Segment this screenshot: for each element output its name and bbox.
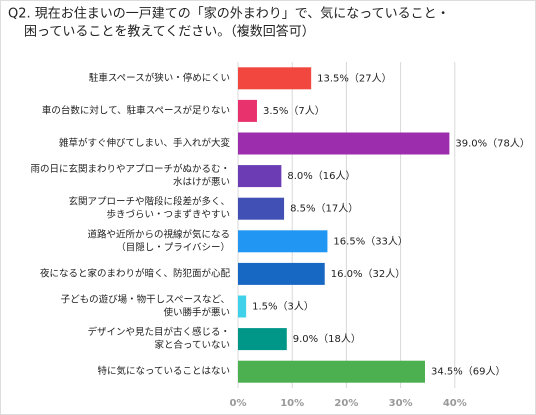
value-label: 16.0%（32人）: [331, 268, 406, 280]
category-label: 雑草がすぐ伸びてしまい、手入れが大変: [59, 137, 231, 149]
category-label: 雨の日に玄関まわりやアプローチがぬかるむ・: [30, 163, 230, 175]
category-label: 水はけが悪い: [173, 176, 230, 188]
category-label: 道路や近所からの視線が気になる: [87, 228, 230, 240]
value-label: 9.0%（18人）: [293, 333, 361, 345]
bar: [238, 132, 450, 155]
value-label: 13.5%（27人）: [317, 72, 392, 84]
category-label: 使い勝手が悪い: [163, 307, 230, 319]
bar: [238, 295, 247, 318]
bar: [238, 99, 257, 122]
x-tick-label: 30%: [389, 398, 413, 409]
category-label: 特に気になっていることはない: [97, 365, 230, 377]
category-label: 夜になると家のまわりが暗く、防犯面が心配: [40, 267, 231, 279]
x-tick-label: 20%: [334, 398, 358, 409]
category-label: 歩きづらい・つまずきやすい: [106, 209, 230, 221]
category-label: 駐車スペースが狭い・停めにくい: [89, 72, 230, 84]
bar: [238, 328, 287, 351]
bar: [238, 165, 282, 188]
category-label: 車の台数に対して、駐車スペースが足りない: [42, 104, 230, 116]
value-label: 34.5%（69人）: [431, 366, 506, 378]
bar: [238, 67, 312, 90]
bar: [238, 197, 285, 220]
category-label: 玄関アプローチや階段に段差が多く、: [68, 196, 230, 208]
value-label: 8.5%（17人）: [290, 203, 358, 215]
value-label: 3.5%（7人）: [263, 105, 325, 117]
bar: [238, 230, 328, 253]
bar: [238, 360, 425, 383]
category-label: 子どもの遊び場・物干しスペースなど、: [61, 294, 230, 306]
bar: [238, 262, 325, 285]
value-label: 1.5%（3人）: [252, 301, 314, 313]
category-label: （目隠し・プライバシー）: [116, 241, 230, 253]
value-label: 16.5%（33人）: [333, 235, 408, 247]
x-tick-label: 0%: [230, 398, 247, 409]
value-label: 8.0%（16人）: [287, 170, 355, 182]
category-label: デザインや見た目が古く感じる・: [87, 326, 230, 338]
chart-title: Q2. 現在お住まいの一戸建ての「家の外まわり」で、気になっていること・: [8, 6, 450, 22]
value-label: 39.0%（78人）: [455, 138, 530, 150]
category-label: 家と合っていない: [154, 339, 230, 351]
chart-title: 困っていることを教えてください。（複数回答可）: [24, 24, 315, 40]
x-tick-label: 10%: [280, 398, 304, 409]
x-tick-label: 40%: [443, 398, 467, 409]
